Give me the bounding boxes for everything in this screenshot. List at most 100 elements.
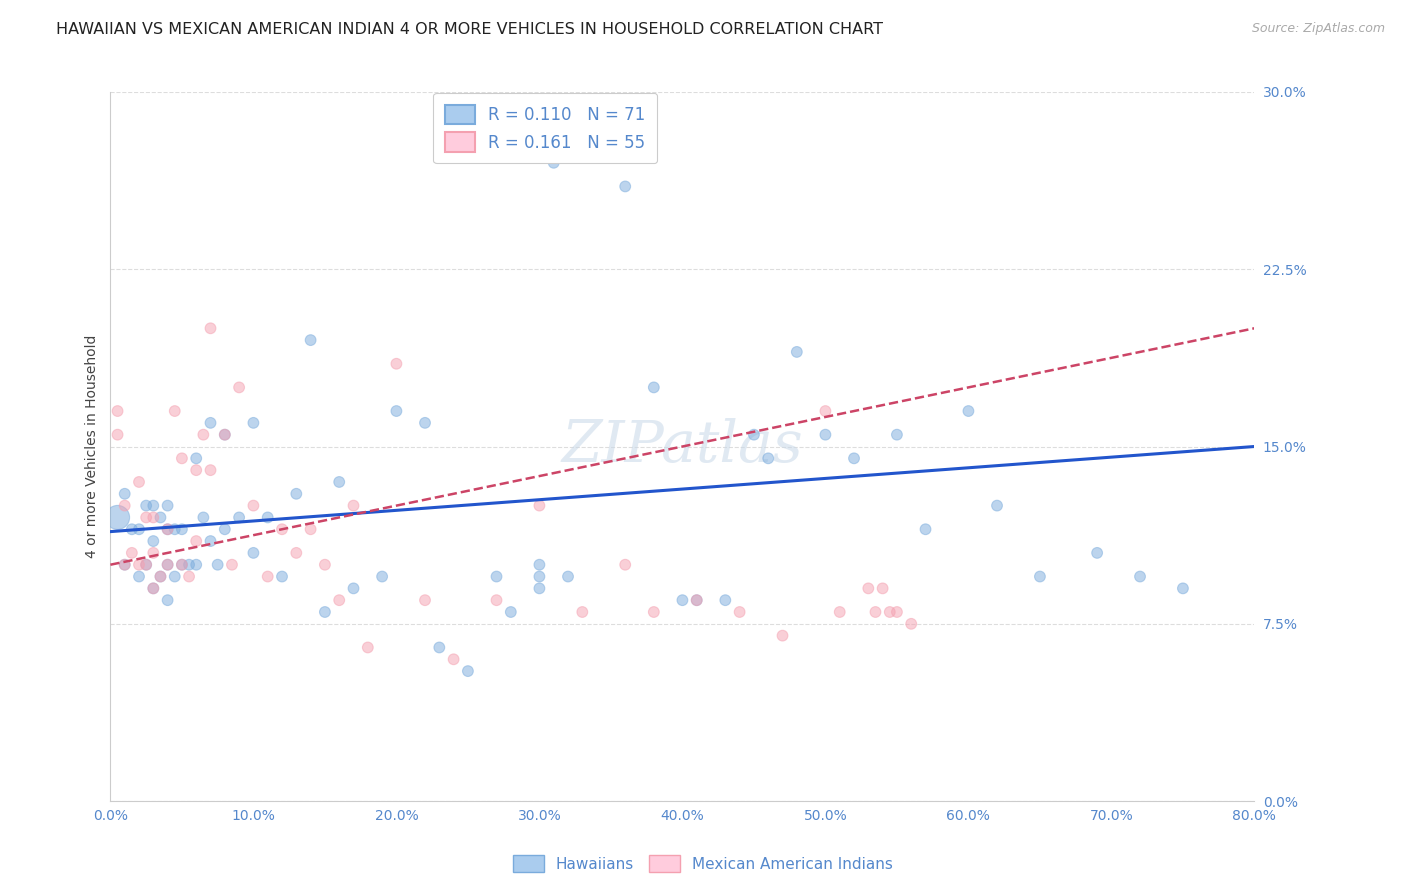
Point xyxy=(1171,582,1194,596)
Point xyxy=(242,546,264,560)
Point xyxy=(314,605,336,619)
Text: ZIPatlas: ZIPatlas xyxy=(561,418,803,475)
Point xyxy=(128,522,150,536)
Point xyxy=(214,427,236,442)
Point xyxy=(207,558,229,572)
Point xyxy=(285,546,308,560)
Point xyxy=(342,499,364,513)
Point xyxy=(756,451,779,466)
Point xyxy=(786,345,808,359)
Point xyxy=(193,427,215,442)
Point xyxy=(328,593,350,607)
Point xyxy=(200,463,222,477)
Point xyxy=(499,605,522,619)
Point xyxy=(742,427,765,442)
Point xyxy=(957,404,980,418)
Point xyxy=(1029,569,1052,583)
Point xyxy=(686,593,709,607)
Point xyxy=(1129,569,1152,583)
Point xyxy=(114,487,136,501)
Text: HAWAIIAN VS MEXICAN AMERICAN INDIAN 4 OR MORE VEHICLES IN HOUSEHOLD CORRELATION : HAWAIIAN VS MEXICAN AMERICAN INDIAN 4 OR… xyxy=(56,22,883,37)
Point xyxy=(886,427,908,442)
Point xyxy=(149,510,172,524)
Legend: Hawaiians, Mexican American Indians: Hawaiians, Mexican American Indians xyxy=(505,847,901,880)
Point xyxy=(1085,546,1108,560)
Point xyxy=(149,569,172,583)
Point xyxy=(328,475,350,489)
Point xyxy=(879,605,901,619)
Point xyxy=(228,510,250,524)
Point xyxy=(135,558,157,572)
Point xyxy=(156,499,179,513)
Point xyxy=(814,404,837,418)
Point xyxy=(128,475,150,489)
Point xyxy=(900,616,922,631)
Point xyxy=(200,416,222,430)
Point xyxy=(114,558,136,572)
Point xyxy=(671,593,693,607)
Point xyxy=(156,558,179,572)
Point xyxy=(714,593,737,607)
Point xyxy=(385,404,408,418)
Point xyxy=(285,487,308,501)
Point xyxy=(529,582,551,596)
Point xyxy=(156,593,179,607)
Point xyxy=(772,629,794,643)
Point xyxy=(142,582,165,596)
Point xyxy=(413,416,436,430)
Point xyxy=(413,593,436,607)
Point xyxy=(872,582,894,596)
Point xyxy=(865,605,887,619)
Point xyxy=(186,558,208,572)
Point xyxy=(142,534,165,549)
Text: Source: ZipAtlas.com: Source: ZipAtlas.com xyxy=(1251,22,1385,36)
Legend: R = 0.110   N = 71, R = 0.161   N = 55: R = 0.110 N = 71, R = 0.161 N = 55 xyxy=(433,93,657,163)
Point xyxy=(121,522,143,536)
Point xyxy=(600,120,623,135)
Point xyxy=(149,569,172,583)
Point xyxy=(163,569,186,583)
Point xyxy=(135,510,157,524)
Point xyxy=(571,605,593,619)
Point xyxy=(156,522,179,536)
Point xyxy=(163,522,186,536)
Point xyxy=(200,534,222,549)
Point xyxy=(385,357,408,371)
Point xyxy=(128,558,150,572)
Point xyxy=(427,640,450,655)
Point xyxy=(242,416,264,430)
Point xyxy=(107,404,129,418)
Point xyxy=(142,582,165,596)
Point xyxy=(142,499,165,513)
Point xyxy=(485,593,508,607)
Point xyxy=(128,569,150,583)
Point xyxy=(142,546,165,560)
Point xyxy=(114,499,136,513)
Point xyxy=(135,558,157,572)
Point xyxy=(557,569,579,583)
Point xyxy=(886,605,908,619)
Point xyxy=(156,522,179,536)
Point xyxy=(271,522,294,536)
Point xyxy=(643,380,665,394)
Point xyxy=(814,427,837,442)
Point xyxy=(614,558,637,572)
Point xyxy=(529,499,551,513)
Point xyxy=(163,404,186,418)
Point xyxy=(543,155,565,169)
Point xyxy=(214,522,236,536)
Y-axis label: 4 or more Vehicles in Household: 4 or more Vehicles in Household xyxy=(86,334,100,558)
Point xyxy=(342,582,364,596)
Point xyxy=(170,522,193,536)
Point xyxy=(170,558,193,572)
Point xyxy=(256,510,278,524)
Point xyxy=(457,664,479,678)
Point xyxy=(107,427,129,442)
Point xyxy=(177,558,200,572)
Point xyxy=(643,605,665,619)
Point xyxy=(529,558,551,572)
Point xyxy=(200,321,222,335)
Point xyxy=(256,569,278,583)
Point xyxy=(614,179,637,194)
Point xyxy=(186,451,208,466)
